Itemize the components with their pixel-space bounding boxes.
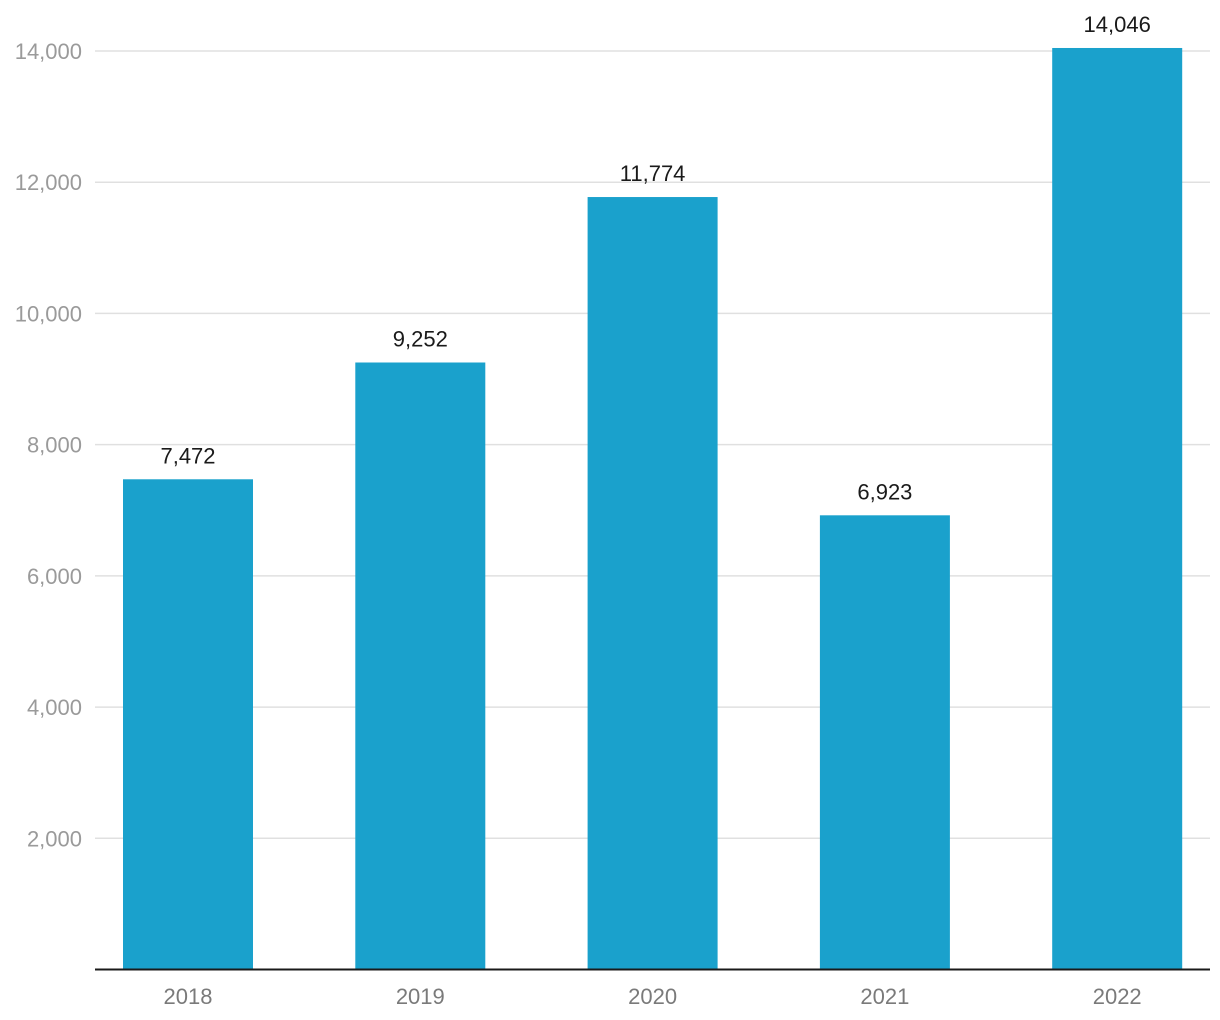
bar-2022 [1052, 47, 1183, 970]
data-label-2021: 6,923 [857, 479, 912, 504]
bars [123, 47, 1183, 970]
y-tick-label: 12,000 [15, 170, 82, 195]
y-tick-label: 2,000 [27, 826, 82, 851]
x-tick-label-2021: 2021 [860, 984, 909, 1009]
data-label-2019: 9,252 [393, 327, 448, 352]
x-tick-label-2022: 2022 [1093, 984, 1142, 1009]
y-tick-label: 14,000 [15, 39, 82, 64]
data-labels: 7,472 9,252 11,774 6,923 14,046 [160, 12, 1150, 504]
data-label-2018: 7,472 [160, 443, 215, 468]
x-axis-ticks: 2018 2019 2020 2021 2022 [164, 984, 1142, 1009]
y-tick-label: 4,000 [27, 695, 82, 720]
bar-2019 [355, 362, 486, 970]
data-label-2022: 14,046 [1084, 12, 1151, 37]
bar-2020 [587, 197, 718, 970]
data-label-2020: 11,774 [620, 161, 686, 186]
bar-2018 [123, 479, 253, 970]
y-tick-label: 8,000 [27, 433, 82, 458]
bar-2021 [819, 515, 950, 970]
y-tick-label: 6,000 [27, 564, 82, 589]
y-tick-label: 10,000 [15, 301, 82, 326]
x-tick-label-2019: 2019 [396, 984, 445, 1009]
y-axis-ticks: 2,000 4,000 6,000 8,000 10,000 12,000 14,000 [15, 39, 82, 851]
x-tick-label-2018: 2018 [164, 984, 213, 1009]
x-tick-label-2020: 2020 [628, 984, 677, 1009]
